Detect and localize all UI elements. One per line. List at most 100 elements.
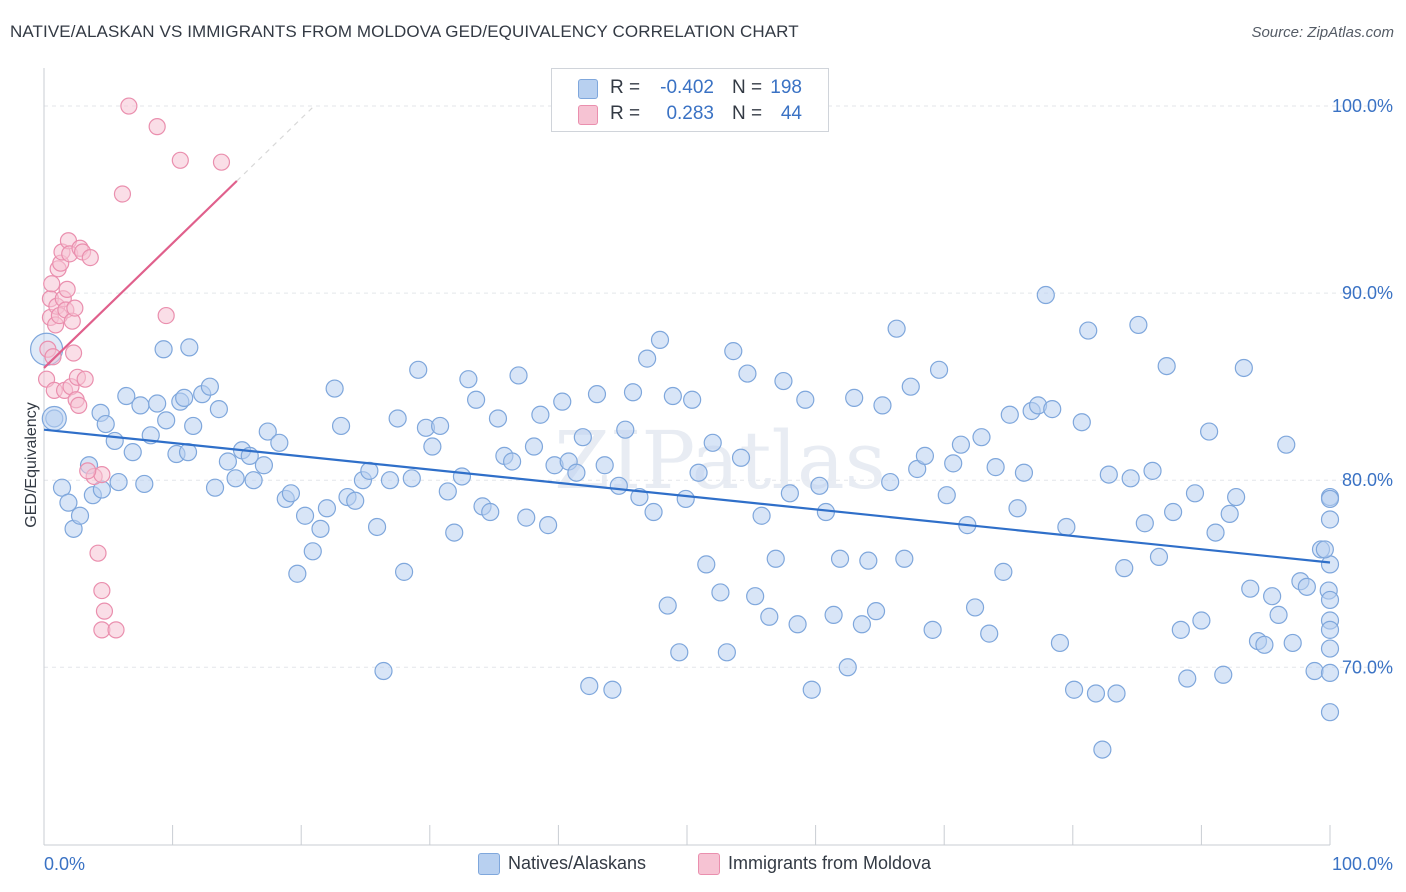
- data-point-natives: [780, 484, 799, 503]
- data-point-natives: [824, 605, 843, 625]
- data-point-natives: [503, 452, 522, 471]
- data-point-natives: [658, 596, 677, 615]
- data-point-natives: [595, 456, 614, 475]
- data-point-natives: [430, 416, 450, 436]
- data-point-natives: [937, 486, 956, 505]
- data-point-natives: [388, 409, 407, 428]
- data-point-natives: [517, 508, 536, 527]
- x-tick-label: 100.0%: [1332, 854, 1393, 874]
- data-point-natives: [288, 564, 307, 583]
- data-point-natives: [1014, 463, 1034, 482]
- data-point-moldova: [93, 465, 111, 484]
- data-point-natives: [1099, 465, 1118, 484]
- y-tick-label: 100.0%: [1332, 96, 1393, 116]
- grid-lines: [44, 105, 1390, 668]
- data-point-natives: [1320, 489, 1340, 509]
- data-point-natives: [731, 448, 751, 467]
- data-point-natives: [1320, 620, 1340, 639]
- data-point-natives: [509, 366, 528, 385]
- data-point-natives: [148, 394, 167, 413]
- y-tick-labels: 70.0% 80.0% 90.0% 100.0%: [1332, 96, 1393, 677]
- data-point-natives: [59, 493, 78, 512]
- data-point-natives: [760, 607, 779, 626]
- data-point-natives: [1200, 422, 1219, 441]
- data-point-natives: [802, 680, 821, 699]
- data-point-natives: [209, 400, 228, 419]
- data-point-natives: [1255, 635, 1274, 654]
- data-point-moldova: [148, 118, 166, 136]
- data-point-natives: [1043, 400, 1062, 419]
- data-point-natives: [531, 405, 550, 424]
- data-point-natives: [1320, 590, 1340, 610]
- data-point-natives: [1192, 611, 1211, 630]
- data-point-natives: [1008, 499, 1027, 518]
- data-point-moldova: [81, 248, 99, 267]
- stats-legend: R = -0.402 N = 198 R = 0.283 N = 44: [551, 68, 829, 132]
- data-point-natives: [1064, 680, 1084, 699]
- data-point-natives: [258, 422, 277, 441]
- data-point-natives: [852, 615, 871, 634]
- data-point-moldova: [89, 544, 107, 562]
- data-point-natives: [711, 583, 730, 602]
- data-point-natives: [980, 624, 999, 643]
- data-point-natives: [1135, 514, 1154, 533]
- data-point-natives: [1121, 469, 1140, 488]
- data-point-natives: [524, 437, 544, 456]
- data-point-natives: [394, 562, 414, 581]
- data-point-natives: [663, 386, 682, 406]
- data-point-natives: [1050, 633, 1070, 653]
- data-point-natives: [630, 487, 649, 507]
- data-point-natives: [438, 482, 457, 501]
- bottom-legend-label: Natives/Alaskans: [508, 853, 647, 873]
- trend-lines: [43, 105, 1331, 564]
- legend-r-label: R =: [610, 77, 641, 98]
- y-tick-label: 70.0%: [1342, 657, 1393, 677]
- data-point-moldova: [66, 299, 84, 317]
- data-point-natives: [481, 502, 500, 522]
- x-tick-label: 0.0%: [44, 854, 85, 874]
- data-point-natives: [915, 446, 935, 465]
- bottom-legend-swatch-pink: [698, 853, 720, 875]
- y-tick-label: 90.0%: [1342, 283, 1393, 303]
- data-point-natives: [317, 499, 337, 518]
- legend-r-value: -0.402: [660, 77, 714, 98]
- data-point-natives: [325, 379, 344, 398]
- moldova-points: [37, 97, 231, 639]
- data-point-natives: [331, 416, 351, 436]
- data-point-moldova: [212, 153, 231, 171]
- data-point-moldova: [157, 306, 175, 325]
- data-point-natives: [929, 360, 949, 379]
- data-point-natives: [887, 319, 906, 338]
- data-point-natives: [1320, 639, 1340, 658]
- data-point-natives: [697, 555, 716, 574]
- data-point-natives: [96, 414, 115, 434]
- data-point-natives: [154, 340, 173, 359]
- data-point-natives: [774, 371, 793, 391]
- data-point-natives: [423, 437, 442, 456]
- legend-r-label: R =: [610, 103, 641, 124]
- data-point-natives: [1093, 740, 1112, 759]
- data-point-natives: [1214, 665, 1233, 684]
- data-point-natives: [1129, 315, 1148, 335]
- data-point-natives: [1320, 703, 1340, 722]
- data-point-natives: [986, 458, 1005, 477]
- data-point-natives: [901, 377, 920, 396]
- data-point-natives: [965, 598, 985, 617]
- data-point-natives: [746, 587, 765, 606]
- data-point-natives: [788, 615, 807, 634]
- data-point-natives: [1263, 587, 1282, 606]
- bottom-legend-label: Immigrants from Moldova: [728, 853, 932, 873]
- data-point-natives: [951, 435, 971, 454]
- data-point-natives: [374, 661, 393, 681]
- data-point-natives: [1171, 620, 1190, 639]
- data-point-natives: [923, 620, 942, 639]
- data-point-natives: [402, 469, 421, 488]
- data-point-natives: [41, 405, 67, 432]
- data-point-natives: [244, 471, 263, 490]
- data-point-natives: [539, 516, 558, 535]
- data-point-natives: [367, 517, 387, 537]
- data-point-natives: [1315, 540, 1334, 559]
- data-point-natives: [580, 676, 599, 696]
- data-point-natives: [1283, 633, 1302, 653]
- data-point-natives: [1057, 517, 1076, 537]
